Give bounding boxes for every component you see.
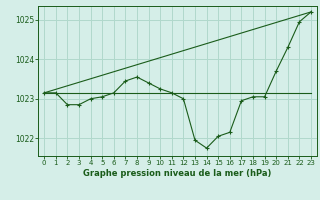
X-axis label: Graphe pression niveau de la mer (hPa): Graphe pression niveau de la mer (hPa)	[84, 169, 272, 178]
